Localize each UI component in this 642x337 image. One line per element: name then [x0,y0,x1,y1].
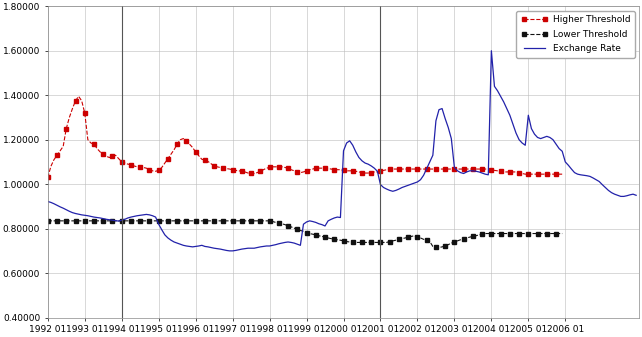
Higher Threshold [340,168,347,173]
Exchange Rate [487,49,495,53]
Higher Threshold [44,176,51,180]
Lower Threshold [456,238,464,242]
Lower Threshold [44,219,51,223]
Exchange Rate [343,141,351,145]
Higher Threshold [559,172,566,176]
Exchange Rate [383,187,390,191]
Higher Threshold [349,169,356,173]
Lower Threshold [346,240,354,244]
Line: Higher Threshold: Higher Threshold [46,94,564,180]
Lower Threshold [435,246,443,250]
Lower Threshold [136,219,144,223]
Line: Exchange Rate: Exchange Rate [48,51,636,251]
Legend: Higher Threshold, Lower Threshold, Exchange Rate: Higher Threshold, Lower Threshold, Excha… [516,11,635,58]
Exchange Rate [284,240,292,244]
Higher Threshold [74,94,82,98]
Higher Threshold [139,165,147,170]
Lower Threshold [220,219,227,223]
Exchange Rate [115,219,123,223]
Exchange Rate [417,178,424,182]
Lower Threshold [192,219,200,223]
Exchange Rate [632,193,640,197]
Exchange Rate [290,241,298,245]
Higher Threshold [195,154,203,158]
Line: Lower Threshold: Lower Threshold [46,219,564,250]
Lower Threshold [559,232,566,236]
Higher Threshold [456,167,464,171]
Exchange Rate [44,200,51,204]
Higher Threshold [223,166,230,171]
Exchange Rate [226,249,234,253]
Lower Threshold [336,238,344,242]
